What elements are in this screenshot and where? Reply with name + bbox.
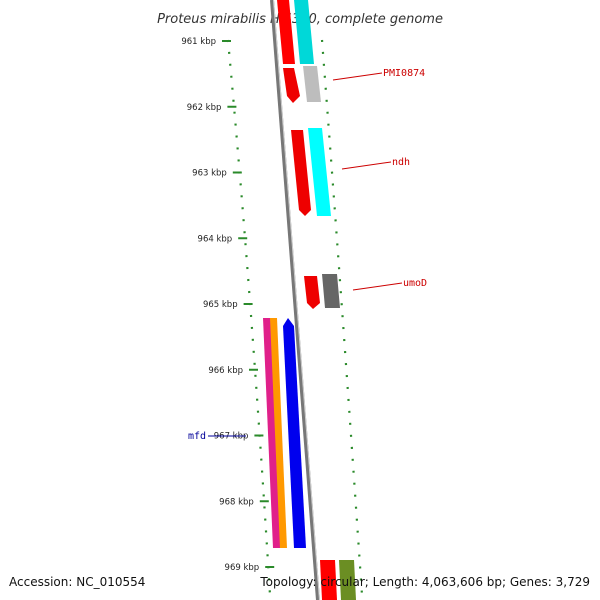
gene-red-umod[interactable] [304,276,320,309]
gene-mfd[interactable] [283,318,306,548]
gene-red-bottom[interactable] [320,560,337,600]
tick-label: 965 kbp [203,300,238,310]
tick-label: 964 kbp [198,234,233,244]
gene-features [263,0,356,600]
gene-cyan-top[interactable] [294,0,314,64]
gene-magenta[interactable] [263,318,281,548]
gene-label-lines [208,72,403,437]
gene-label-pmi0874[interactable]: PMI0874 [383,68,425,79]
tick-label: 968 kbp [219,497,254,507]
gene-label-ndh[interactable]: ndh [392,157,410,168]
tick-label: 969 kbp [225,563,260,573]
gene-red-pmi0874[interactable] [283,68,300,103]
right-dotted-arc [320,39,364,596]
topology-text: Topology: circular; Length: 4,063,606 bp… [259,575,590,589]
gene-umod[interactable] [322,274,340,308]
gene-ndh[interactable] [308,128,331,216]
gene-orange[interactable] [270,318,287,548]
genome-backbone [270,0,320,600]
tick-label: 966 kbp [208,366,243,376]
gene-red-ndh[interactable] [291,130,311,216]
gene-label-mfd[interactable]: mfd [188,431,206,442]
tick-group: 961 kbp 962 kbp 963 kbp 964 kbp 965 kbp 966 k… [181,37,275,573]
gene-label-umod[interactable]: umoD [403,278,427,289]
tick-label: 962 kbp [187,103,222,113]
gene-red-top[interactable] [277,0,295,64]
left-dotted-arc [226,39,272,596]
accession-text: Accession: NC_010554 [9,575,145,589]
tick-label: 961 kbp [181,37,216,47]
gene-pmi0874[interactable] [303,66,321,102]
tick-label: 963 kbp [192,169,227,179]
gene-olive-bottom[interactable] [339,560,356,600]
